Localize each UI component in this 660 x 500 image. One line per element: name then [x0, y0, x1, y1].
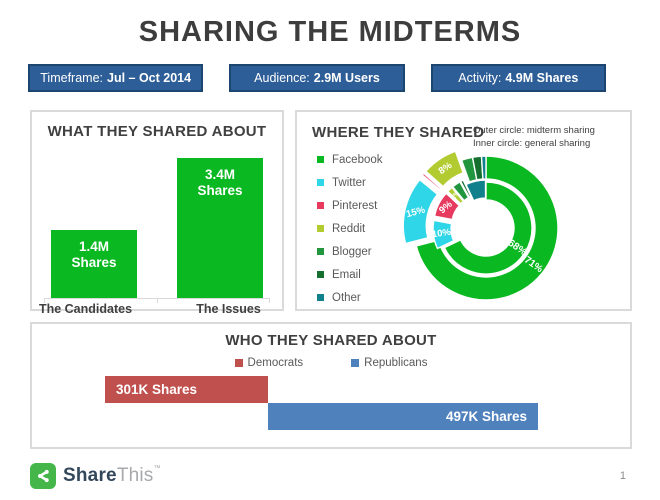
bar-democrats: 301K Shares	[105, 376, 268, 403]
axis-tick	[157, 299, 158, 303]
donut-label-outer-twitter: 15%	[405, 204, 427, 220]
bar-republicans: 497K Shares	[268, 403, 538, 430]
x-axis	[44, 298, 270, 303]
bar-label: 497K Shares	[445, 409, 527, 424]
category-label-issues: The Issues	[196, 302, 261, 316]
legend-swatch	[317, 248, 324, 255]
donut-segment-outer-facebook	[415, 155, 559, 301]
donut-label-inner-reddit: 2%	[451, 190, 461, 201]
legend-item-reddit: Reddit	[317, 217, 383, 240]
bar-column-issues: 3.4M Shares	[177, 158, 263, 298]
bar-column-candidates: 1.4M Shares	[51, 230, 137, 298]
badge-value: 4.9M Shares	[505, 71, 579, 85]
brand-this: This	[116, 465, 154, 486]
donut-segment-inner-pinterest	[433, 192, 461, 221]
legend-label: Facebook	[332, 153, 383, 166]
donut-segment-inner-twitter	[432, 219, 455, 250]
legend-swatch	[317, 202, 324, 209]
legend-swatch	[317, 179, 324, 186]
panel-title: WHERE THEY SHARED	[312, 124, 485, 141]
summary-badges: Timeframe: Jul – Oct 2014 Audience: 2.9M U…	[28, 64, 606, 92]
badge-label: Audience:	[254, 71, 310, 85]
bar-the-issues: 3.4M Shares	[177, 158, 263, 298]
panel-what-they-shared-about: WHAT THEY SHARED ABOUT 1.4M Shares 3.4M …	[30, 110, 284, 316]
legend-label: Blogger	[332, 245, 372, 258]
badge-timeframe: Timeframe: Jul – Oct 2014	[28, 64, 204, 92]
legend-label: Republicans	[364, 357, 428, 369]
donut-segment-outer-twitter	[402, 178, 439, 245]
legend-item-republicans: Republicans	[351, 357, 427, 369]
category-label-candidates: The Candidates	[38, 302, 133, 316]
legend-item-democrats: Democrats	[234, 357, 304, 369]
bar-value: 1.4M	[78, 239, 109, 254]
donut-segment-outer-pinterest	[421, 172, 442, 191]
bar-label: 301K Shares	[116, 382, 198, 397]
sharethis-share-icon	[30, 463, 56, 489]
legend-item-twitter: Twitter	[317, 171, 383, 194]
brand-wordmark: ShareThis™	[63, 465, 161, 487]
badge-value: 2.9M Users	[313, 71, 380, 85]
legend-item-other: Other	[317, 286, 383, 309]
brand-share: Share	[63, 465, 117, 486]
page-number: 1	[619, 470, 626, 482]
legend-swatch	[317, 156, 324, 163]
legend-label: Democrats	[247, 357, 304, 369]
donut-segment-inner-reddit	[446, 186, 465, 205]
panel-title: WHO THEY SHARED ABOUT	[225, 332, 437, 349]
legend-item-blogger: Blogger	[317, 240, 383, 263]
legend-item-pinterest: Pinterest	[317, 194, 383, 217]
trademark-symbol: ™	[153, 465, 161, 472]
donut-annotation: Outer circle: midterm sharing Inner circ…	[473, 124, 625, 150]
axis-tick	[44, 299, 45, 303]
badge-activity: Activity: 4.9M Shares	[430, 64, 606, 92]
panel-where-they-shared: WHERE THEY SHARED Outer circle: midterm …	[295, 110, 632, 311]
legend-item-email: Email	[317, 263, 383, 286]
badge-label: Activity:	[458, 71, 502, 85]
annotation-inner: Inner circle: general sharing	[473, 138, 591, 149]
legend-item-facebook: Facebook	[317, 148, 383, 171]
donut-segment-outer-reddit	[424, 150, 465, 188]
donut-label-inner-twitter: 10%	[431, 227, 452, 241]
legend-swatch	[317, 271, 324, 278]
donut-legend: Facebook Twitter Pinterest Reddit Blogger Ema…	[317, 148, 383, 309]
donut-segment-inner-blogger	[451, 180, 470, 202]
legend-label: Email	[332, 268, 361, 281]
hbar-chart: 301K Shares 497K Shares	[105, 376, 538, 430]
legend-label: Twitter	[332, 176, 366, 189]
bar-unit: Shares	[71, 255, 117, 270]
bar-value: 3.4M	[204, 167, 235, 182]
x-axis-labels: The Candidates The Issues	[34, 302, 280, 316]
hbar-legend: Democrats Republicans	[32, 357, 630, 369]
legend-swatch	[317, 294, 324, 301]
badge-label: Timeframe:	[40, 71, 103, 85]
bar-the-candidates: 1.4M Shares	[51, 230, 137, 298]
bar-unit: Shares	[197, 183, 243, 198]
legend-label: Reddit	[332, 222, 366, 235]
share-icon	[38, 469, 49, 483]
bar-chart: 1.4M Shares 3.4M Shares	[34, 142, 280, 298]
badge-audience: Audience: 2.9M Users	[229, 64, 405, 92]
sharethis-logo: ShareThis™	[30, 463, 161, 489]
donut-segment-inner-facebook	[443, 181, 533, 275]
legend-label: Other	[332, 291, 361, 304]
panel-title: WHAT THEY SHARED ABOUT	[47, 123, 267, 140]
legend-label: Pinterest	[332, 199, 378, 212]
legend-swatch-republicans	[351, 359, 360, 367]
annotation-outer: Outer circle: midterm sharing	[473, 125, 595, 136]
donut-chart-svg: 71%15%8%68%10%9%2%	[402, 150, 559, 301]
donut-segment-inner-other	[465, 179, 487, 202]
badge-value: Jul – Oct 2014	[107, 71, 192, 85]
legend-swatch-democrats	[234, 359, 243, 367]
page-title: SHARING THE MIDTERMS	[138, 16, 522, 48]
legend-swatch	[317, 225, 324, 232]
panel-who-they-shared-about: WHO THEY SHARED ABOUT Democrats Republic…	[30, 322, 632, 449]
axis-tick	[269, 299, 270, 303]
donut-segment-outer-other	[480, 155, 487, 180]
